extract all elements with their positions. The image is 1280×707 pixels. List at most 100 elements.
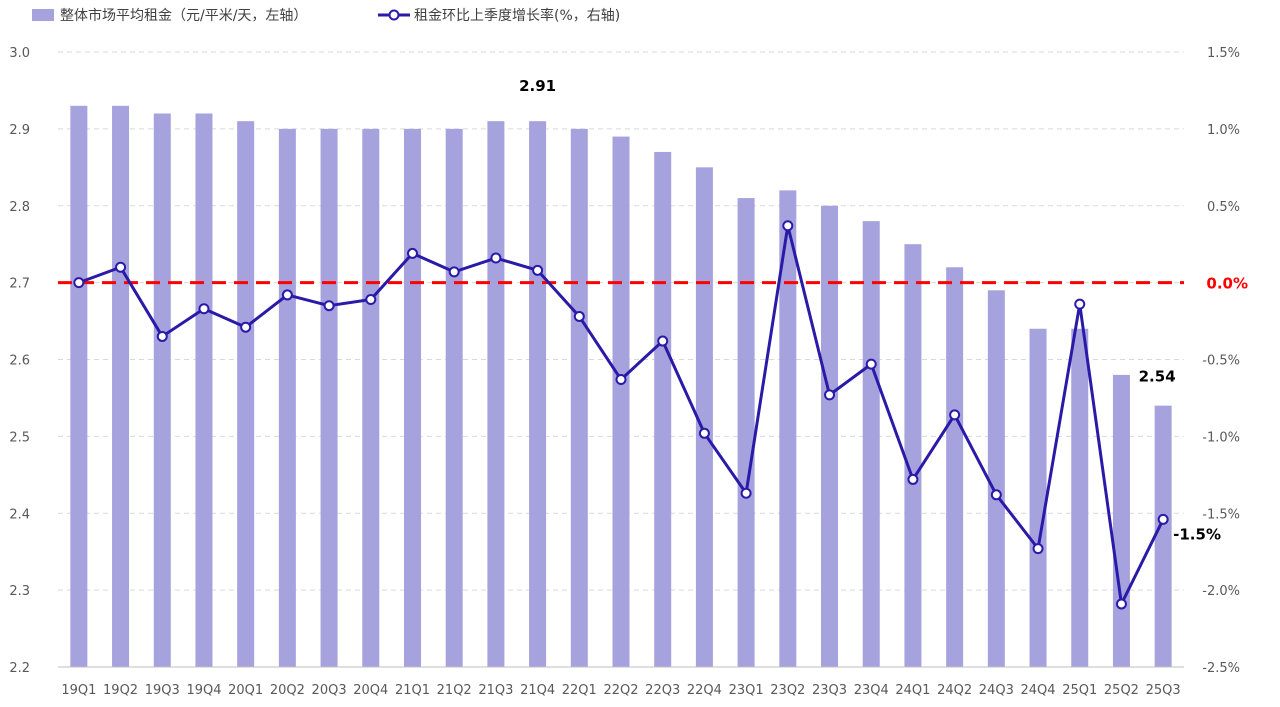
bar-23Q2: [779, 190, 797, 667]
y-right-tick-label: 1.0%: [1207, 123, 1240, 138]
point-24Q1: [907, 473, 919, 485]
y-left-tick-label: 3.0: [9, 46, 30, 61]
y-left-tick-label: 2.7: [9, 277, 30, 292]
y-left-tick-label: 2.8: [9, 200, 30, 215]
bar-23Q1: [737, 198, 755, 667]
y-left-tick-label: 2.2: [9, 661, 30, 676]
point-22Q4: [698, 427, 710, 439]
bar-22Q1: [570, 128, 588, 667]
zero-line-label: 0.0%: [1206, 275, 1248, 293]
x-tick-label: 25Q3: [1146, 683, 1181, 698]
point-24Q3: [990, 489, 1002, 501]
x-tick-label: 25Q2: [1104, 683, 1139, 698]
x-tick-label: 19Q2: [103, 683, 138, 698]
point-21Q1: [406, 247, 418, 259]
x-tick-label: 24Q2: [937, 683, 972, 698]
bar-19Q2: [112, 105, 130, 667]
y-left-tick-label: 2.5: [9, 430, 30, 445]
x-tick-label: 24Q4: [1021, 683, 1056, 698]
bar-24Q3: [987, 290, 1005, 667]
point-25Q2: [1115, 598, 1127, 610]
legend-label-line: 租金环比上季度增长率(%，右轴): [414, 7, 620, 24]
legend-swatch-bar: [32, 9, 54, 21]
legend-label-bar: 整体市场平均租金（元/平米/天，左轴）: [60, 7, 307, 24]
data-label: -1.5%: [1173, 525, 1221, 543]
bar-24Q2: [946, 267, 964, 667]
x-tick-label: 22Q1: [562, 683, 597, 698]
point-25Q3: [1157, 513, 1169, 525]
point-20Q1: [240, 321, 252, 333]
x-tick-label: 20Q2: [270, 683, 305, 698]
y-right-tick-label: -2.5%: [1202, 661, 1240, 676]
bar-20Q1: [237, 121, 255, 667]
point-20Q4: [365, 294, 377, 306]
bar-22Q2: [612, 136, 630, 667]
point-23Q2: [782, 220, 794, 232]
point-22Q3: [657, 335, 669, 347]
x-tick-label: 24Q3: [979, 683, 1014, 698]
point-23Q3: [824, 389, 836, 401]
x-tick-label: 20Q4: [353, 683, 388, 698]
axes: 2.2 2.3 2.4 2.5 2.6 2.7 2.8 2.9 3.0 -2.5% -2.0% -1.…: [9, 46, 1240, 698]
y-left-tick-label: 2.6: [9, 354, 30, 369]
bar-23Q4: [862, 221, 880, 667]
point-21Q4: [532, 264, 544, 276]
point-23Q4: [865, 358, 877, 370]
y-right-tick-label: -1.0%: [1202, 430, 1240, 445]
x-tick-label: 22Q3: [645, 683, 680, 698]
x-tick-label: 22Q4: [687, 683, 722, 698]
bar-19Q1: [70, 105, 88, 667]
x-tick-label: 23Q4: [854, 683, 889, 698]
x-tick-label: 23Q1: [729, 683, 764, 698]
bar-19Q4: [195, 113, 213, 667]
x-tick-label: 21Q1: [395, 683, 430, 698]
bar-series: [70, 105, 1172, 667]
point-25Q1: [1074, 298, 1086, 310]
x-tick-label: 22Q2: [603, 683, 638, 698]
point-22Q2: [615, 373, 627, 385]
point-19Q1: [73, 277, 85, 289]
point-21Q3: [490, 252, 502, 264]
point-22Q1: [573, 310, 585, 322]
x-tick-label: 21Q3: [478, 683, 513, 698]
x-tick-label: 19Q3: [145, 683, 180, 698]
bar-25Q2: [1112, 374, 1130, 667]
bar-21Q4: [529, 121, 547, 667]
bar-21Q3: [487, 121, 505, 667]
x-tick-label: 20Q3: [312, 683, 347, 698]
y-left-tick-label: 2.4: [9, 507, 30, 522]
y-right-tick-label: 0.5%: [1207, 200, 1240, 215]
y-right-tick-label: -0.5%: [1202, 354, 1240, 369]
bar-21Q1: [403, 128, 421, 667]
x-tick-label: 23Q3: [812, 683, 847, 698]
x-tick-label: 24Q1: [895, 683, 930, 698]
point-24Q2: [949, 409, 961, 421]
point-19Q2: [115, 261, 127, 273]
zero-reference-line: 0.0%: [58, 275, 1248, 293]
x-tick-label: 21Q4: [520, 683, 555, 698]
x-tick-label: 21Q2: [437, 683, 472, 698]
y-right-tick-label: -1.5%: [1202, 507, 1240, 522]
y-right-tick-label: 1.5%: [1207, 46, 1240, 61]
data-label: 2.54: [1139, 368, 1176, 386]
point-23Q1: [740, 487, 752, 499]
point-24Q4: [1032, 543, 1044, 555]
y-left-tick-label: 2.3: [9, 584, 30, 599]
point-19Q4: [198, 303, 210, 315]
bar-24Q4: [1029, 328, 1047, 667]
y-right-tick-label: -2.0%: [1202, 584, 1240, 599]
data-label: 2.91: [519, 77, 556, 95]
bar-21Q2: [445, 128, 463, 667]
bar-24Q1: [904, 244, 922, 667]
bar-22Q3: [654, 151, 672, 667]
point-19Q3: [156, 330, 168, 342]
bar-20Q4: [362, 128, 380, 667]
x-tick-label: 19Q4: [186, 683, 221, 698]
point-21Q2: [448, 266, 460, 278]
x-tick-label: 19Q1: [61, 683, 96, 698]
point-20Q3: [323, 300, 335, 312]
bar-23Q3: [821, 205, 839, 667]
x-tick-label: 20Q1: [228, 683, 263, 698]
